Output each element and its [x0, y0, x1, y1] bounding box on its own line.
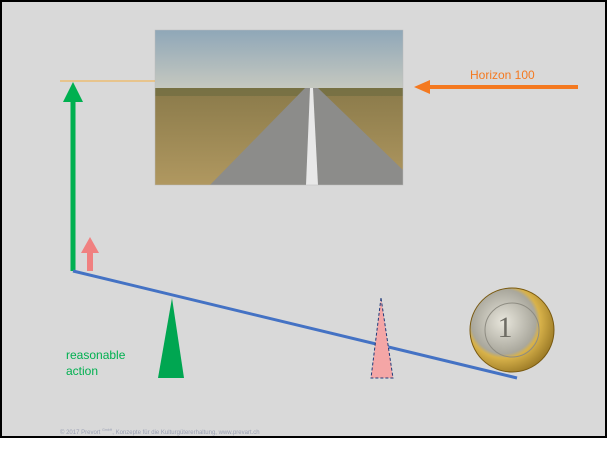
pink-arrow [81, 237, 99, 271]
lever-beam [72, 269, 518, 380]
action-label: action [66, 364, 98, 378]
fulcrum-green [158, 298, 184, 378]
svg-text:1: 1 [498, 311, 513, 344]
action-label: reasonable [66, 348, 126, 362]
green-arrow [63, 82, 83, 271]
euro-coin: 1 [469, 287, 555, 373]
footer: © 2017 Prevort GmbH, Konzepte für die Ku… [60, 428, 260, 436]
road-photo [154, 29, 404, 186]
horizon-arrow [414, 80, 578, 94]
fulcrum-pink [370, 297, 394, 379]
horizon-label: Horizon 100 [470, 68, 535, 82]
